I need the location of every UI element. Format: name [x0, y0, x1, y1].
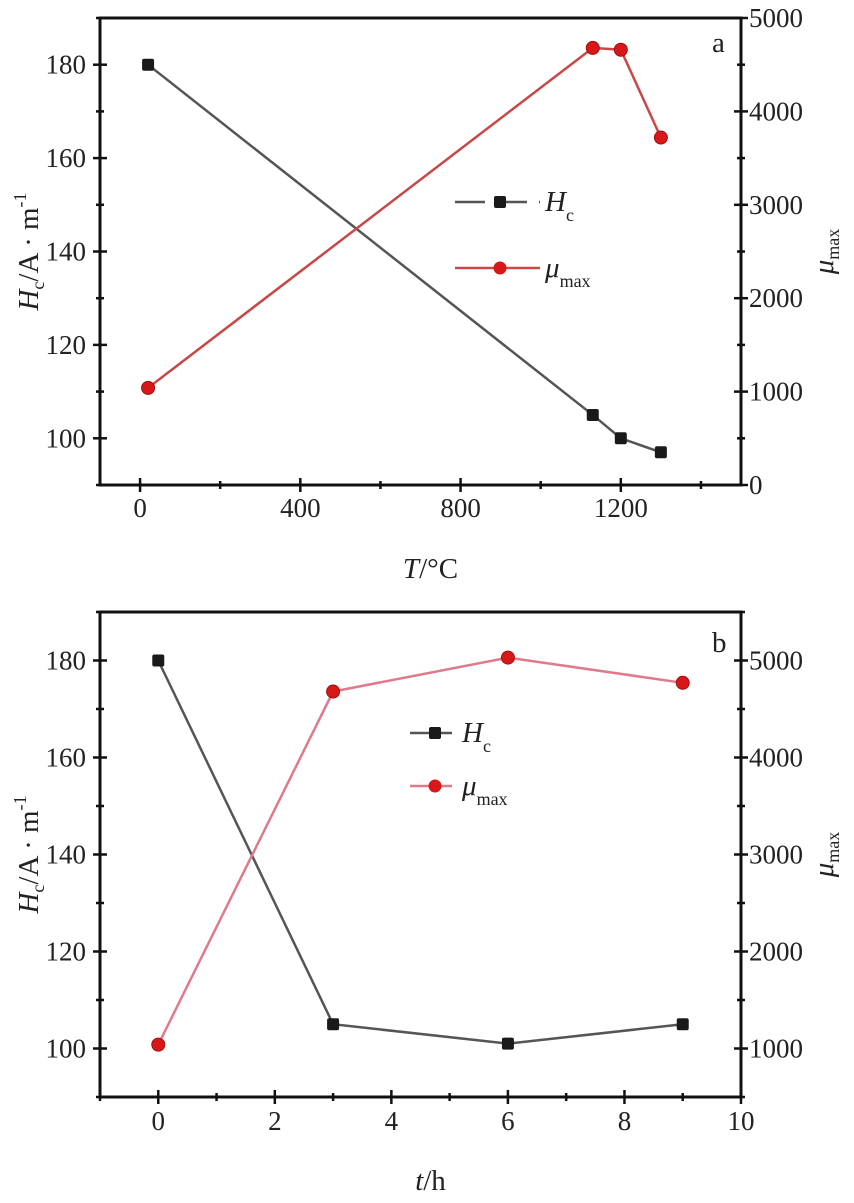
y-right-tick-label: 1000 — [749, 1034, 803, 1064]
y-right-tick-label: 2000 — [749, 937, 803, 967]
legend-marker-Hc — [429, 727, 441, 739]
x-axis-title-var: t — [415, 1165, 424, 1197]
y-right-tick-label: 3000 — [749, 190, 803, 220]
y-right-tick-label: 1000 — [749, 377, 803, 407]
legend-label-var: H — [461, 717, 485, 749]
y-right-tick-label: 5000 — [749, 646, 803, 676]
y-left-title-sub: c — [28, 282, 48, 290]
series-line-Hc — [157, 659, 683, 1045]
x-axis-title-unit: /h — [423, 1165, 446, 1197]
x-axis-title: T/°C — [403, 553, 458, 585]
x-tick-label: 1200 — [594, 493, 648, 523]
data-point-Hc — [586, 408, 599, 421]
x-tick-label: 8 — [618, 1106, 632, 1136]
y-left-tick-label: 120 — [46, 937, 87, 967]
y-right-title-var: μ — [808, 260, 840, 276]
y-right-tick-label: 2000 — [749, 283, 803, 313]
y-left-tick-label: 180 — [46, 646, 87, 676]
y-right-title-sub: max — [823, 832, 843, 863]
legend-label-μmax: μmax — [544, 252, 591, 291]
series-line-μmax — [147, 46, 663, 389]
legend-label-sub: c — [483, 736, 491, 756]
y-right-tick-label: 3000 — [749, 840, 803, 870]
y-right-axis-title: μmax — [808, 229, 843, 276]
panel-label: a — [712, 27, 725, 59]
data-point-Hc — [501, 1037, 514, 1050]
data-point-μmax — [585, 40, 600, 55]
data-point-Hc — [327, 1018, 340, 1031]
x-tick-label: 6 — [501, 1106, 515, 1136]
x-tick-label: 800 — [440, 493, 481, 523]
panel-label: b — [712, 627, 727, 659]
data-point-Hc — [676, 1018, 689, 1031]
y-left-axis-title: Hc/A · m-1 — [10, 795, 48, 914]
y-left-title-var: H — [13, 288, 45, 312]
plot-frame — [98, 610, 743, 1099]
y-left-title-sup: -1 — [10, 192, 30, 207]
y-right-tick-label: 0 — [749, 470, 763, 500]
data-point-Hc — [142, 58, 155, 71]
data-point-μmax — [675, 675, 690, 690]
legend-marker-μmax — [428, 779, 442, 793]
y-left-title-sup: -1 — [10, 795, 30, 810]
legend-marker-Hc — [494, 196, 506, 208]
y-left-tick-label: 140 — [46, 237, 87, 267]
legend-label-sub: c — [566, 205, 574, 225]
y-left-title-unit: /A · m — [13, 207, 45, 282]
x-tick-label: 400 — [280, 493, 321, 523]
y-left-axis-title: Hc/A · m-1 — [10, 192, 48, 311]
data-point-μmax — [141, 380, 156, 395]
data-point-μmax — [653, 130, 668, 145]
data-point-Hc — [614, 432, 627, 445]
x-axis-title-unit: /°C — [419, 553, 458, 585]
y-right-title-var: μ — [808, 863, 840, 879]
x-tick-label: 0 — [133, 493, 147, 523]
y-left-tick-label: 140 — [46, 840, 87, 870]
legend-label-var: H — [544, 186, 568, 218]
data-point-Hc — [152, 654, 165, 667]
legend-label-μmax: μmax — [461, 770, 508, 809]
y-left-title-var: H — [13, 891, 45, 915]
y-right-axis-title: μmax — [808, 832, 843, 879]
y-right-title-sub: max — [823, 229, 843, 260]
chart-panel-a: 0 400 800 1200 100 120 140 160 180 0 1000 2000 3000 4… — [10, 3, 843, 585]
y-left-tick-label: 160 — [46, 743, 87, 773]
x-tick-label: 0 — [152, 1106, 166, 1136]
legend-label-var: μ — [461, 770, 477, 802]
x-tick-label: 2 — [268, 1106, 282, 1136]
y-left-tick-label: 180 — [46, 50, 87, 80]
series-line-μmax — [157, 656, 683, 1046]
x-tick-label: 4 — [385, 1106, 399, 1136]
x-axis-title: t/h — [415, 1165, 446, 1197]
y-right-tick-label: 4000 — [749, 743, 803, 773]
y-right-tick-label: 5000 — [749, 3, 803, 33]
data-point-μmax — [326, 684, 341, 699]
data-point-μmax — [151, 1037, 166, 1052]
plot-frame — [98, 16, 743, 487]
legend-label-Hc: Hc — [461, 717, 491, 756]
data-point-μmax — [613, 42, 628, 57]
y-left-tick-label: 160 — [46, 143, 87, 173]
chart-panel-b: 0 2 4 6 8 10 100 120 140 160 180 1000 2000 3000 4000 50… — [10, 610, 843, 1197]
y-right-tick-label: 4000 — [749, 96, 803, 126]
legend-marker-μmax — [493, 261, 507, 275]
legend-label-var: μ — [544, 252, 560, 284]
y-left-tick-label: 120 — [46, 330, 87, 360]
legend-label-sub: max — [560, 271, 591, 291]
data-point-Hc — [654, 446, 667, 459]
data-point-μmax — [500, 650, 515, 665]
y-left-title-sub: c — [28, 885, 48, 893]
y-left-tick-label: 100 — [46, 1034, 87, 1064]
series-line-Hc — [147, 63, 662, 454]
y-left-tick-label: 100 — [46, 423, 87, 453]
x-axis-title-var: T — [403, 553, 421, 585]
y-left-title-unit: /A · m — [13, 810, 45, 885]
legend-label-sub: max — [477, 789, 508, 809]
legend-label-Hc: Hc — [544, 186, 574, 225]
x-tick-label: 10 — [728, 1106, 755, 1136]
